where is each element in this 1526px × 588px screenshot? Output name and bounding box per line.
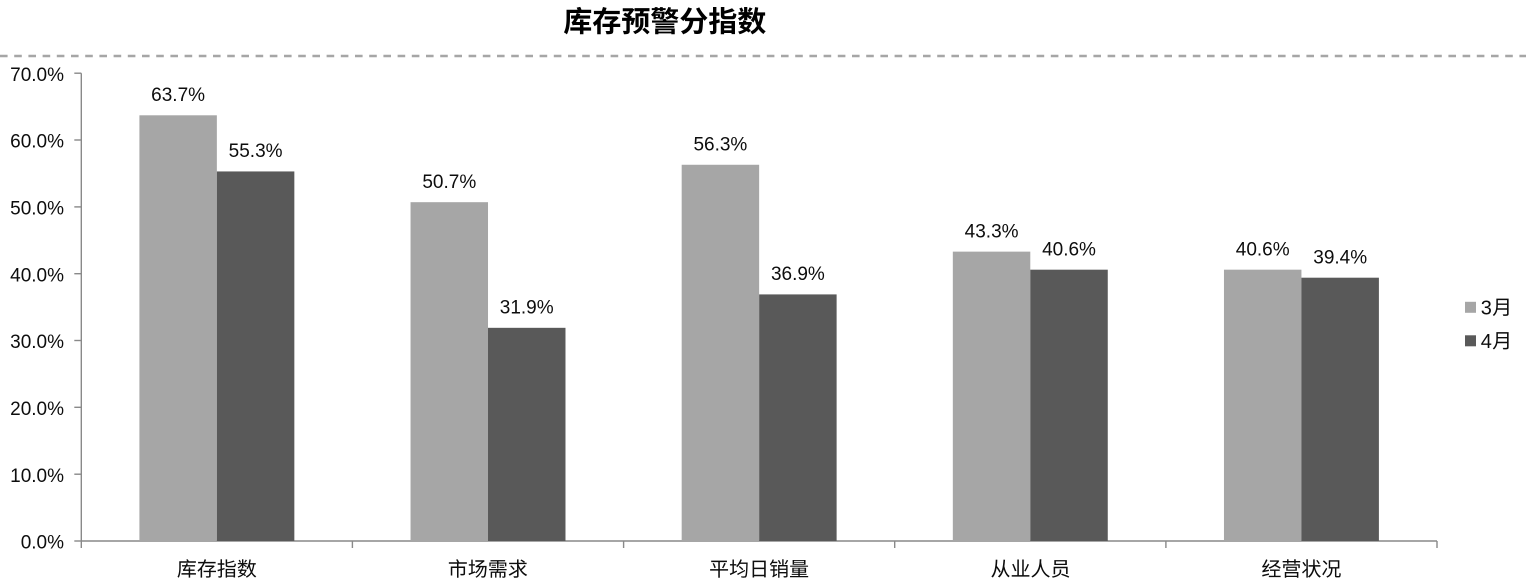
svg-text:40.6%: 40.6% [1236,239,1290,260]
svg-text:60.0%: 60.0% [10,132,64,153]
svg-text:55.3%: 55.3% [229,141,283,162]
svg-text:39.4%: 39.4% [1313,247,1367,268]
svg-text:70.0%: 70.0% [10,65,64,86]
svg-text:10.0%: 10.0% [10,466,64,487]
svg-text:50.7%: 50.7% [422,172,476,193]
svg-text:63.7%: 63.7% [151,85,205,106]
svg-text:40.6%: 40.6% [1042,239,1096,260]
svg-text:40.0%: 40.0% [10,265,64,286]
svg-text:3: 3 [1481,297,1492,319]
svg-text:50.0%: 50.0% [10,199,64,220]
svg-text:0.0%: 0.0% [21,533,64,554]
svg-text:30.0%: 30.0% [10,332,64,353]
svg-text:36.9%: 36.9% [771,264,825,285]
svg-text:56.3%: 56.3% [693,135,747,156]
svg-text:31.9%: 31.9% [500,298,554,319]
svg-text:20.0%: 20.0% [10,399,64,420]
svg-text:43.3%: 43.3% [965,221,1019,242]
svg-text:4: 4 [1481,331,1492,353]
